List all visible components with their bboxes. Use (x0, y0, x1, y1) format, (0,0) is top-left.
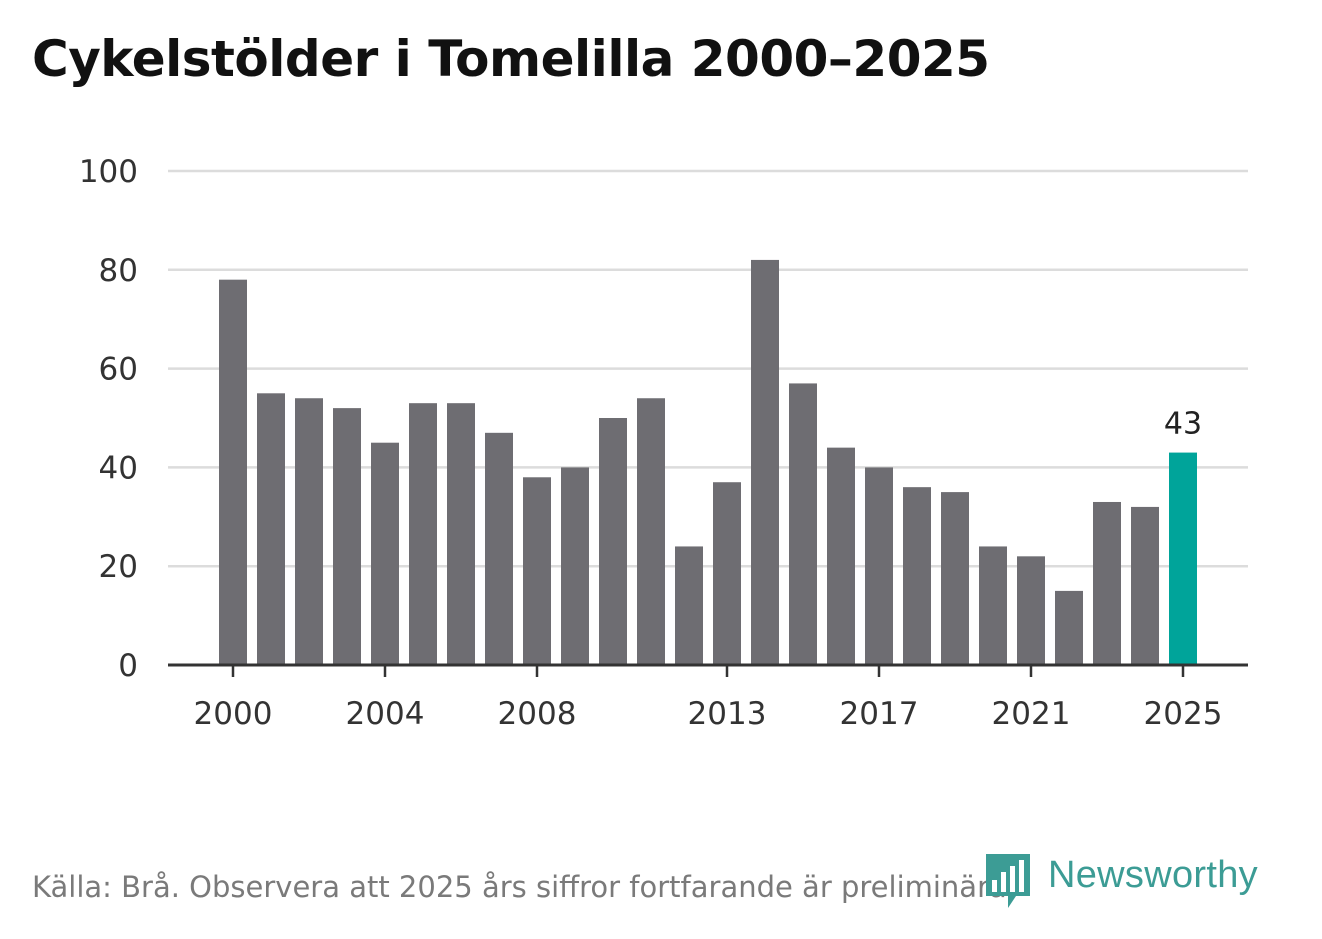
bar-2001 (257, 393, 285, 665)
bar-2025 (1169, 452, 1197, 665)
y-tick-label-100: 100 (79, 154, 138, 190)
y-tick-label-0: 0 (118, 648, 138, 684)
x-tick-label-2008: 2008 (498, 696, 577, 732)
brand-name: Newsworthy (1048, 854, 1258, 896)
bars (219, 259, 1197, 665)
newsworthy-logo-icon (986, 854, 1030, 908)
bar-2012 (675, 546, 703, 665)
bar-2014 (751, 259, 779, 665)
gridlines (168, 169, 1248, 568)
chart-title: Cykelstölder i Tomelilla 2000–2025 (32, 30, 990, 88)
bar-2011 (637, 398, 665, 665)
source-note: Källa: Brå. Observera att 2025 års siffr… (32, 870, 1016, 904)
x-tick-label-2025: 2025 (1144, 696, 1223, 732)
bar-2021 (1017, 556, 1045, 665)
y-tick-label-20: 20 (99, 549, 138, 585)
y-tick-label-60: 60 (99, 352, 138, 388)
bar-2022 (1055, 590, 1083, 665)
y-tick-label-80: 80 (99, 253, 138, 289)
axes: 0 20 40 60 80 100 2000 2004 2008 2013 2017 2021 2025 (79, 154, 1248, 732)
bar-2000 (219, 279, 247, 665)
bar-2005 (409, 403, 437, 665)
bar-2006 (447, 403, 475, 665)
x-tick-label-2004: 2004 (346, 696, 425, 732)
bar-2007 (485, 432, 513, 665)
bar-2002 (295, 398, 323, 665)
bar-2008 (523, 477, 551, 665)
brand-logo: Newsworthy (980, 850, 1300, 910)
x-tick-label-2000: 2000 (194, 696, 273, 732)
y-tick-label-40: 40 (99, 450, 138, 486)
bar-2016 (827, 447, 855, 665)
bar-2018 (903, 487, 931, 665)
bar-2013 (713, 482, 741, 665)
bar-2019 (941, 492, 969, 665)
data-labels: 43 (1164, 407, 1202, 442)
bar-2020 (979, 546, 1007, 665)
bar-2004 (371, 442, 399, 665)
bar-2003 (333, 408, 361, 665)
bar-2015 (789, 383, 817, 665)
bar-2017 (865, 467, 893, 665)
x-tick-label-2017: 2017 (840, 696, 919, 732)
bar-2024 (1131, 506, 1159, 665)
bar-2010 (599, 418, 627, 665)
bar-2023 (1093, 501, 1121, 665)
bar-2009 (561, 467, 589, 665)
data-label-2025: 43 (1164, 407, 1202, 442)
x-tick-label-2021: 2021 (992, 696, 1071, 732)
x-tick-label-2013: 2013 (688, 696, 767, 732)
